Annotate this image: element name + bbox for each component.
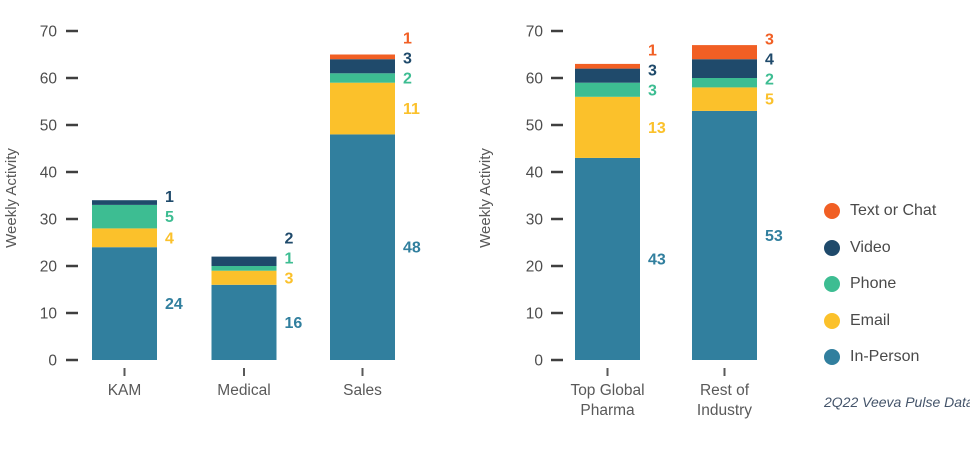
y-tick-label: 20 (40, 259, 58, 276)
value-label: 5 (165, 209, 174, 226)
bar-segment-text-or-chat (330, 54, 395, 60)
bar-segment-phone (692, 78, 757, 88)
legend-label: In-Person (850, 348, 920, 366)
bar-segment-in-person (92, 247, 157, 360)
legend-panel: Text or Chat Video Phone Email In-Person 2Q2… (810, 0, 970, 449)
y-tick-label: 40 (40, 165, 58, 182)
y-axis-title: Weekly Activity (477, 148, 494, 248)
bar-segment-video (575, 68, 640, 83)
chart-weekly-activity-by-role: 0 10 20 30 40 50 60 70 Weekly Activity 24 4 5 1 KAM 16… (3, 24, 421, 400)
bar-segment-video (92, 200, 157, 205)
legend-label: Email (850, 311, 891, 329)
value-label: 1 (165, 189, 174, 206)
value-label: 4 (765, 52, 774, 69)
y-tick-label: 50 (526, 118, 544, 135)
y-tick-label: 40 (526, 165, 544, 182)
legend-item: In-Person (824, 339, 936, 376)
x-category-label: Industry (697, 402, 752, 419)
value-label: 24 (165, 296, 183, 313)
legend: Text or Chat Video Phone Email In-Person (824, 193, 936, 376)
bar-segment-phone (575, 82, 640, 97)
y-tick-label: 10 (526, 306, 544, 323)
legend-label: Phone (850, 275, 897, 293)
value-label: 53 (765, 228, 783, 245)
bar-segment-in-person (575, 157, 640, 360)
legend-item: Text or Chat (824, 193, 936, 230)
value-label: 3 (285, 270, 294, 287)
x-category-label: Top Global (570, 382, 644, 399)
x-category-label: KAM (108, 382, 142, 399)
bar-segment-in-person (330, 134, 395, 360)
bar-segment-email (692, 87, 757, 111)
value-label: 3 (648, 62, 657, 79)
y-tick-label: 70 (526, 24, 544, 41)
value-label: 43 (648, 251, 666, 268)
value-label: 1 (648, 42, 657, 59)
bar-segment-email (575, 96, 640, 158)
source-note: 2Q22 Veeva Pulse Data (824, 394, 970, 410)
y-tick-label: 30 (526, 212, 544, 229)
legend-swatch-icon (824, 276, 840, 293)
x-category-label: Rest of (700, 382, 750, 399)
value-label: 2 (765, 72, 774, 89)
legend-label: Video (850, 238, 891, 256)
value-label: 5 (765, 92, 774, 109)
value-label: 16 (285, 315, 303, 332)
y-tick-label: 0 (534, 353, 543, 370)
bar-segment-in-person (692, 110, 757, 361)
legend-label: Text or Chat (850, 202, 937, 220)
bar-segment-phone (211, 266, 277, 271)
x-category-label: Medical (217, 382, 270, 399)
bar-segment-video (692, 59, 757, 78)
bar-segment-text-or-chat (692, 45, 757, 60)
bar-segment-phone (92, 204, 157, 229)
legend-item: Video (824, 230, 936, 267)
y-tick-label: 20 (526, 259, 544, 276)
y-tick-label: 60 (526, 71, 544, 88)
value-label: 3 (648, 82, 657, 99)
value-label: 11 (403, 101, 420, 118)
bar-segment-text-or-chat (575, 63, 640, 69)
bar-segment-email (211, 270, 277, 285)
legend-swatch-icon (824, 239, 840, 256)
bar-segment-phone (330, 73, 395, 83)
value-label: 2 (285, 230, 294, 247)
value-label: 4 (165, 230, 174, 247)
legend-swatch-icon (824, 349, 840, 366)
value-label: 3 (403, 51, 412, 68)
bar-segment-email (330, 82, 395, 135)
bar-segment-video (330, 59, 395, 74)
y-tick-label: 0 (48, 353, 57, 370)
legend-swatch-icon (824, 203, 840, 220)
bar-segment-email (92, 228, 157, 248)
bar-segment-video (211, 256, 277, 266)
y-tick-label: 10 (40, 306, 58, 323)
y-tick-label: 60 (40, 71, 58, 88)
y-axis-title: Weekly Activity (3, 148, 20, 248)
legend-swatch-icon (824, 312, 840, 329)
y-tick-label: 30 (40, 212, 58, 229)
y-tick-label: 70 (40, 24, 58, 41)
value-label: 2 (403, 71, 412, 88)
value-label: 1 (285, 250, 294, 267)
y-tick-label: 50 (40, 118, 58, 135)
x-category-label: Pharma (580, 402, 635, 419)
legend-item: Phone (824, 266, 936, 303)
bar-segment-in-person (211, 284, 277, 360)
x-category-label: Sales (343, 382, 382, 399)
value-label: 48 (403, 240, 421, 257)
value-label: 1 (403, 31, 412, 48)
value-label: 13 (648, 120, 666, 137)
legend-item: Email (824, 303, 936, 340)
value-label: 3 (765, 32, 774, 49)
